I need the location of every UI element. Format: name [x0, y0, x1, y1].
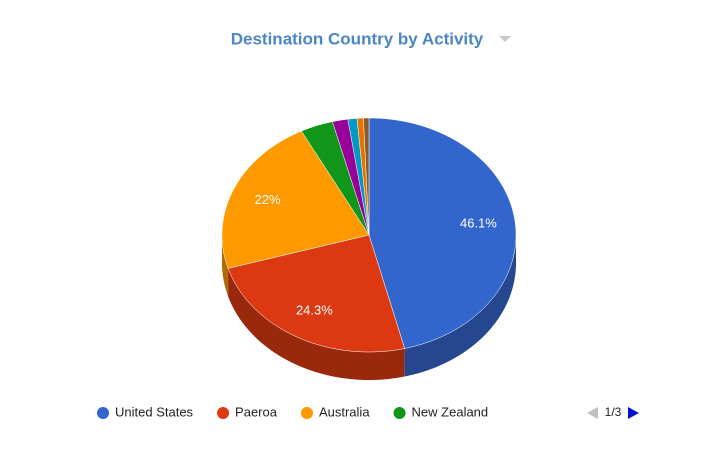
- legend-swatch: [300, 407, 313, 419]
- legend-label: New Zealand: [412, 404, 489, 419]
- legend-label: United States: [115, 404, 194, 419]
- legend-prev[interactable]: [587, 407, 598, 419]
- legend-swatch: [217, 407, 230, 419]
- title-menu-arrow[interactable]: [499, 36, 511, 42]
- legend-label: Paeroa: [235, 404, 278, 419]
- legend-swatch: [97, 407, 109, 419]
- legend-page: 1/3: [605, 405, 622, 419]
- slice-label: 46.1%: [460, 216, 497, 231]
- slice-side: [228, 268, 405, 380]
- slice-label: 22%: [255, 192, 281, 207]
- chart-title: Destination Country by Activity: [231, 29, 484, 48]
- legend-next[interactable]: [628, 407, 639, 419]
- slice: [221, 130, 370, 269]
- slice: [332, 118, 370, 236]
- slice-label: 24.3%: [296, 303, 333, 318]
- slice: [363, 117, 370, 236]
- slice-side: [222, 235, 229, 297]
- legend-label: Australia: [319, 404, 370, 419]
- slice-side: [404, 235, 516, 377]
- slice: [301, 121, 370, 236]
- slice: [368, 117, 517, 349]
- legend-swatch: [393, 407, 406, 419]
- slice: [227, 234, 405, 353]
